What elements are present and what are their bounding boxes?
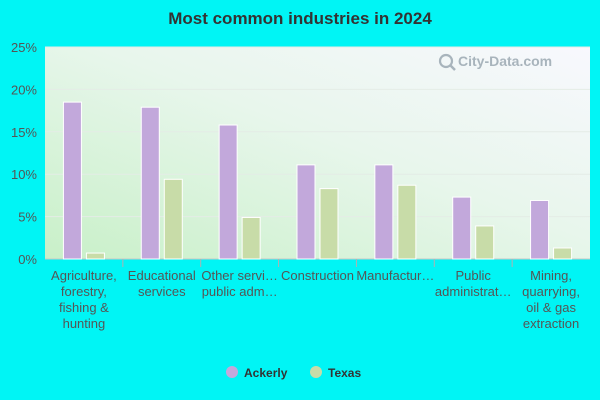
x-tick-label: Manufactur… bbox=[356, 268, 434, 283]
bar-texas[interactable] bbox=[397, 184, 417, 260]
bar-texas[interactable] bbox=[475, 225, 495, 260]
plot-area bbox=[45, 47, 590, 259]
legend-swatch-ackerly bbox=[226, 366, 238, 378]
y-tick-label: 10% bbox=[11, 167, 37, 182]
y-tick-label: 20% bbox=[11, 82, 37, 97]
x-tick-label: Agriculture, forestry, fishing & hunting bbox=[51, 268, 117, 331]
legend-swatch-texas bbox=[310, 366, 322, 378]
watermark-search-icon bbox=[438, 53, 454, 69]
x-tick-label: Educational services bbox=[128, 268, 196, 299]
bar-ackerly[interactable] bbox=[374, 164, 394, 260]
chart-title: Most common industries in 2024 bbox=[168, 9, 432, 28]
bar-ackerly[interactable] bbox=[218, 124, 238, 260]
bar-ackerly[interactable] bbox=[530, 199, 550, 260]
x-tick-label: Construction bbox=[281, 268, 354, 283]
x-tick-label: Mining, quarrying, oil & gas extraction bbox=[522, 268, 580, 331]
x-tick-label: Public administrat… bbox=[435, 268, 512, 299]
watermark-search-icon-handle bbox=[449, 64, 456, 71]
bar-ackerly[interactable] bbox=[62, 101, 82, 260]
watermark-text: City-Data.com bbox=[458, 53, 552, 69]
legend-label-texas: Texas bbox=[328, 366, 361, 380]
bar-texas[interactable] bbox=[85, 252, 105, 260]
legend-label-ackerly: Ackerly bbox=[244, 366, 288, 380]
bar-texas[interactable] bbox=[319, 188, 339, 260]
x-tick-label: Other servi… public adm… bbox=[201, 268, 278, 299]
y-tick-label: 15% bbox=[11, 125, 37, 140]
bar-ackerly[interactable] bbox=[452, 196, 472, 260]
y-tick-label: 25% bbox=[11, 40, 37, 55]
y-tick-label: 0% bbox=[18, 252, 37, 267]
bar-ackerly[interactable] bbox=[296, 164, 316, 260]
y-tick-label: 5% bbox=[18, 210, 37, 225]
legend: Ackerly Texas bbox=[226, 366, 361, 380]
watermark: City-Data.com bbox=[438, 53, 552, 71]
bar-texas[interactable] bbox=[163, 178, 183, 260]
bar-texas[interactable] bbox=[241, 216, 261, 260]
bar-texas[interactable] bbox=[553, 247, 573, 260]
bar-ackerly[interactable] bbox=[140, 106, 160, 260]
